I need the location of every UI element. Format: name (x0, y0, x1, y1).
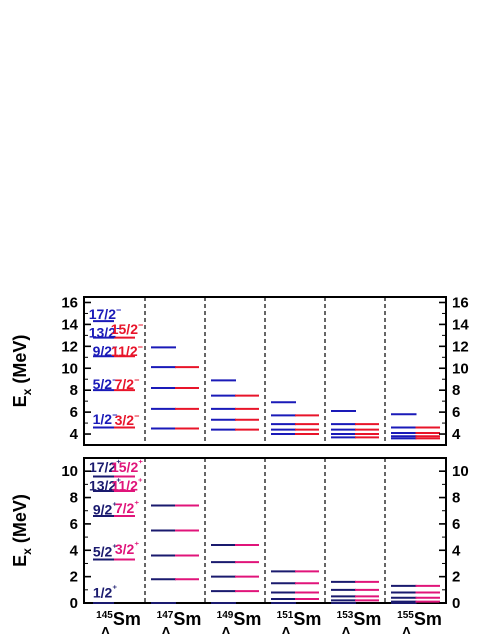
y-tick-label-left: 14 (61, 316, 78, 333)
spin-label: 11/2− (111, 342, 143, 359)
lambda-subscript: Λ (403, 626, 411, 635)
lambda-subscript: Λ (282, 626, 290, 635)
y-tick-label-left: 16 (61, 294, 78, 311)
y-tick-label-left: 2 (70, 569, 78, 586)
lambda-subscript: Λ (342, 626, 350, 635)
y-tick-label-left: 4 (70, 426, 79, 443)
spin-label: 13/2− (89, 323, 122, 340)
nucleus-label: 151Sm (277, 609, 322, 629)
spin-label: 9/2− (93, 342, 118, 359)
y-tick-label-right: 8 (452, 490, 460, 507)
lambda-subscript: Λ (222, 626, 230, 635)
spin-label: 15/2⁺ (111, 458, 143, 475)
nucleus-label: 155Sm (397, 609, 442, 629)
y-axis-label: Ex (MeV) (10, 494, 34, 567)
y-tick-label-right: 14 (452, 316, 469, 333)
lambda-subscript: Λ (162, 626, 170, 635)
spin-labels: 17/2−13/2−15/2− 9/2−11/2− 5/2−7/2− 1/2−3/2−… (89, 305, 144, 601)
y-tick-label-right: 4 (452, 426, 461, 443)
spin-label: 13/2⁺ (89, 477, 121, 494)
axes: 4 4 6 6 8 8 10 10 12 12 14 14 16 16 Ex (MeV) 0 0 2 2 4 4 6 6 8 8… (10, 294, 469, 612)
spin-label: 15/2− (111, 320, 144, 337)
spin-label: 5/2− (93, 375, 118, 392)
y-tick-label-right: 2 (452, 569, 460, 586)
spin-label: 17/2⁺ (89, 458, 121, 475)
y-tick-label-left: 10 (61, 360, 78, 377)
spin-label: 1/2⁺ (93, 583, 117, 600)
y-tick-label-left: 4 (70, 542, 79, 559)
y-axis-label: Ex (MeV) (10, 335, 34, 408)
y-tick-label-left: 8 (70, 490, 78, 507)
y-tick-label-left: 0 (70, 595, 78, 612)
spin-label: 3/2− (115, 411, 140, 428)
spin-label: 1/2− (93, 410, 118, 427)
spin-label: 3/2⁺ (115, 540, 139, 557)
y-tick-label-right: 4 (452, 542, 461, 559)
spin-label: 9/2⁺ (93, 500, 117, 517)
y-tick-label-left: 10 (61, 463, 78, 480)
spin-label: 7/2⁺ (115, 499, 139, 516)
y-tick-label-right: 8 (452, 382, 460, 399)
y-tick-label-right: 6 (452, 404, 460, 421)
nucleus-label: 145Sm (96, 609, 141, 629)
y-tick-label-left: 12 (61, 338, 78, 355)
level-lines (93, 320, 440, 604)
lambda-subscript: Λ (102, 626, 110, 635)
y-tick-label-right: 10 (452, 463, 469, 480)
spin-label: 5/2⁺ (93, 543, 117, 560)
plot-frames (83, 296, 447, 604)
y-tick-label-right: 6 (452, 516, 460, 533)
y-tick-label-right: 12 (452, 338, 469, 355)
y-tick-label-right: 16 (452, 294, 469, 311)
y-tick-label-left: 6 (70, 516, 78, 533)
y-tick-label-left: 8 (70, 382, 78, 399)
y-tick-label-right: 0 (452, 595, 460, 612)
y-tick-label-left: 6 (70, 404, 78, 421)
nucleus-label: 153Sm (337, 609, 382, 629)
y-tick-label-right: 10 (452, 360, 469, 377)
spin-label: 11/2⁺ (111, 477, 142, 494)
nucleus-label: 147Sm (157, 609, 202, 629)
nucleus-label: 149Sm (217, 609, 262, 629)
spin-label: 17/2− (89, 305, 122, 322)
spin-label: 7/2− (115, 375, 140, 392)
